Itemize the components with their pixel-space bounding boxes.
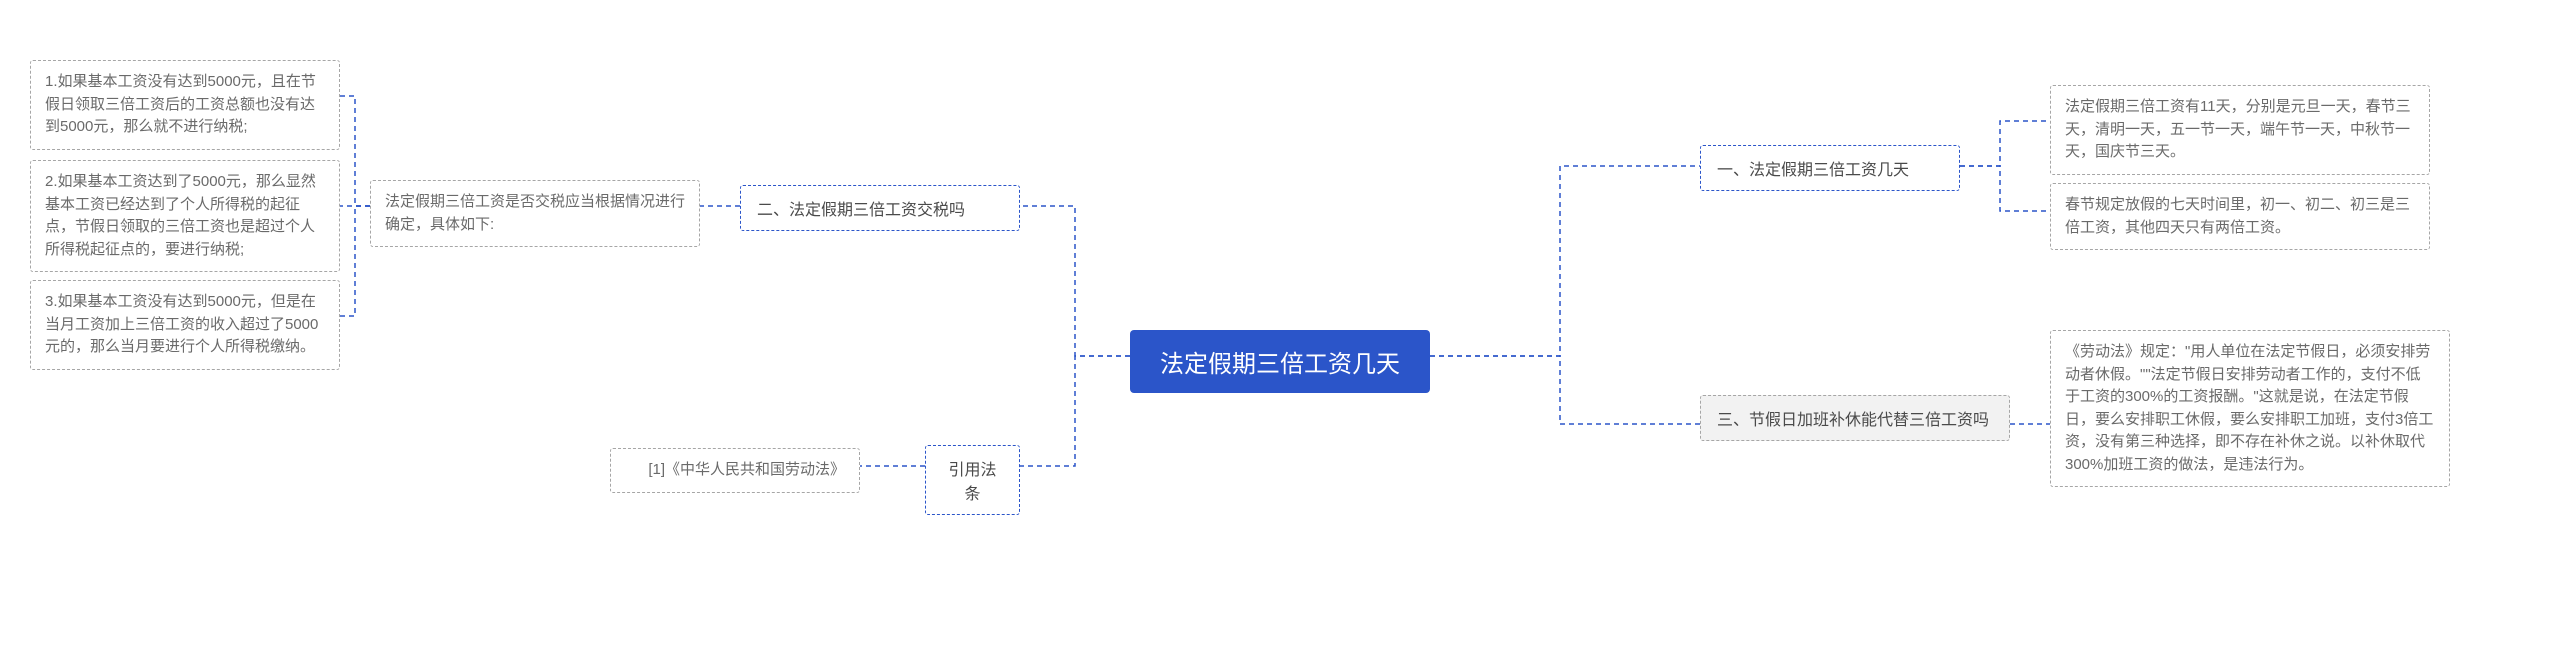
node-l2a-text: 法定假期三倍工资是否交税应当根据情况进行确定，具体如下: bbox=[385, 193, 685, 233]
leaf-l2a2-text: 2.如果基本工资达到了5000元，那么显然基本工资已经达到了个人所得税的起征点，… bbox=[45, 173, 316, 258]
leaf-l2a2: 2.如果基本工资达到了5000元，那么显然基本工资已经达到了个人所得税的起征点，… bbox=[30, 160, 340, 272]
leaf-l4a: [1]《中华人民共和国劳动法》 bbox=[610, 448, 860, 493]
leaf-l4a-text: [1]《中华人民共和国劳动法》 bbox=[648, 461, 845, 478]
leaf-r1b: 春节规定放假的七天时间里，初一、初二、初三是三倍工资，其他四天只有两倍工资。 bbox=[2050, 183, 2430, 250]
branch-r1-label: 一、法定假期三倍工资几天 bbox=[1717, 162, 1909, 179]
branch-l2-label: 二、法定假期三倍工资交税吗 bbox=[757, 202, 965, 219]
leaf-l2a3: 3.如果基本工资没有达到5000元，但是在当月工资加上三倍工资的收入超过了500… bbox=[30, 280, 340, 370]
leaf-l2a1: 1.如果基本工资没有达到5000元，且在节假日领取三倍工资后的工资总额也没有达到… bbox=[30, 60, 340, 150]
leaf-r1a-text: 法定假期三倍工资有11天，分别是元旦一天，春节三天，清明一天，五一节一天，端午节… bbox=[2065, 98, 2411, 160]
leaf-r1a: 法定假期三倍工资有11天，分别是元旦一天，春节三天，清明一天，五一节一天，端午节… bbox=[2050, 85, 2430, 175]
leaf-r3a: 《劳动法》规定："用人单位在法定节假日，必须安排劳动者休假。""法定节假日安排劳… bbox=[2050, 330, 2450, 487]
branch-r1: 一、法定假期三倍工资几天 bbox=[1700, 145, 1960, 191]
branch-l4: 引用法条 bbox=[925, 445, 1020, 515]
root-node: 法定假期三倍工资几天 bbox=[1130, 330, 1430, 393]
branch-l2: 二、法定假期三倍工资交税吗 bbox=[740, 185, 1020, 231]
leaf-r3a-text: 《劳动法》规定："用人单位在法定节假日，必须安排劳动者休假。""法定节假日安排劳… bbox=[2065, 343, 2433, 473]
branch-l4-label: 引用法条 bbox=[948, 462, 996, 503]
leaf-l2a3-text: 3.如果基本工资没有达到5000元，但是在当月工资加上三倍工资的收入超过了500… bbox=[45, 293, 318, 355]
branch-r3-label: 三、节假日加班补休能代替三倍工资吗 bbox=[1717, 412, 1989, 429]
leaf-r1b-text: 春节规定放假的七天时间里，初一、初二、初三是三倍工资，其他四天只有两倍工资。 bbox=[2065, 196, 2410, 236]
branch-r3: 三、节假日加班补休能代替三倍工资吗 bbox=[1700, 395, 2010, 441]
node-l2a: 法定假期三倍工资是否交税应当根据情况进行确定，具体如下: bbox=[370, 180, 700, 247]
root-label: 法定假期三倍工资几天 bbox=[1160, 351, 1400, 378]
leaf-l2a1-text: 1.如果基本工资没有达到5000元，且在节假日领取三倍工资后的工资总额也没有达到… bbox=[45, 73, 316, 135]
